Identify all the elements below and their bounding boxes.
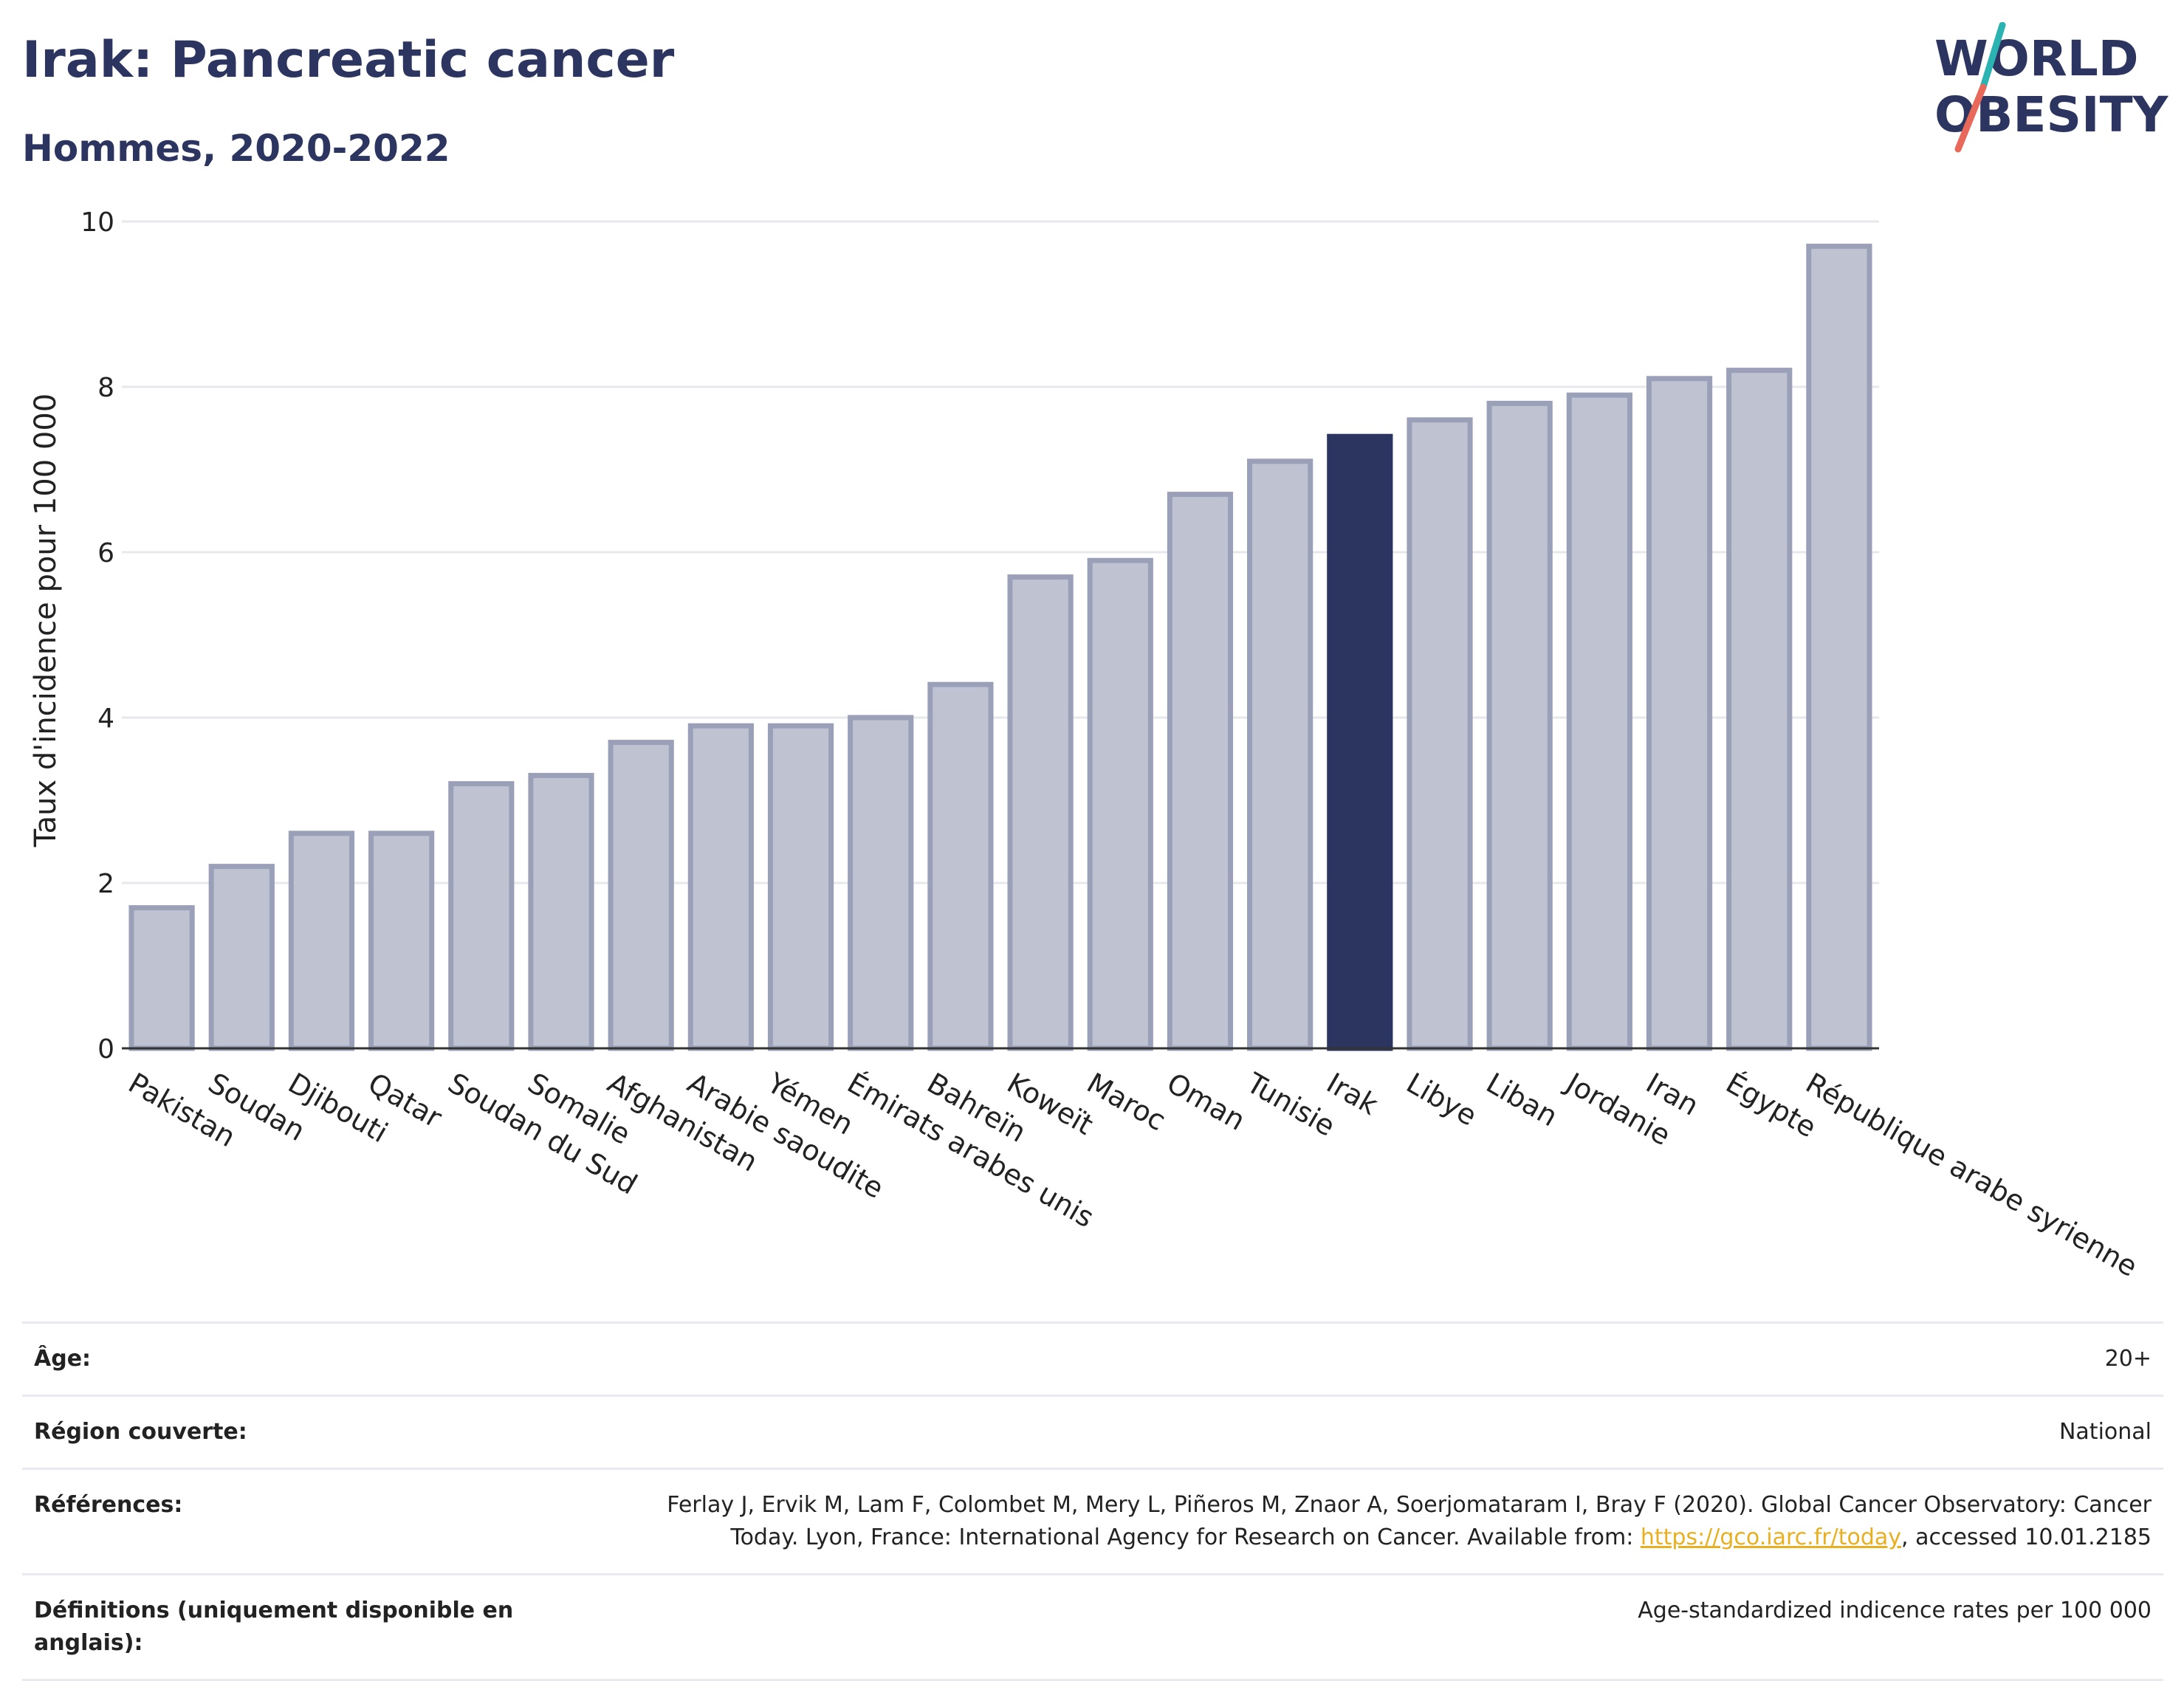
definitions-label: Définitions (uniquement disponible en an… [34,1598,514,1656]
age-label: Âge: [34,1346,92,1372]
info-table: Âge: 20+ Région couverte: National Référ… [22,1321,2163,1681]
info-row-age: Âge: 20+ [22,1321,2163,1395]
bar [848,715,914,1051]
region-value: National [2058,1419,2152,1445]
x-tick-label: Oman [1161,1067,1251,1137]
x-tick-label: Maroc [1082,1067,1172,1138]
bar [608,740,674,1051]
x-tick-label: Tunisie [1240,1066,1340,1143]
y-tick-label: 8 [97,373,114,403]
references-value: Ferlay J, Ervik M, Lam F, Colombet M, Me… [616,1489,2152,1554]
bar [1167,492,1234,1051]
x-tick-label: République arabe syrienne [1800,1067,2143,1283]
bar [1007,574,1074,1051]
bar [1247,458,1314,1051]
y-tick-labels: 0 2 4 6 8 10 [80,207,114,1065]
y-tick-label: 0 [97,1034,114,1065]
bar [1726,368,1793,1051]
y-tick-label: 6 [97,538,114,568]
bar-chart: 0 2 4 6 8 10 Taux d'incidence pour 100 000 Pa… [29,207,2143,1283]
bar [128,905,195,1051]
bar-highlight [1327,433,1393,1051]
age-value: 20+ [2104,1346,2152,1372]
references-link[interactable]: https://gco.iarc.fr/today [1640,1524,1902,1550]
logo-line1: WORLD [1934,30,2139,87]
chart-title: Irak: Pancreatic cancer [22,31,675,89]
bar [1806,244,1872,1051]
bar [1646,376,1713,1051]
bar [1087,557,1153,1051]
world-obesity-logo: WORLD OBESITY [1934,22,2169,153]
logo-slash-bottom [1954,83,1987,153]
y-axis-label: Taux d'incidence pour 100 000 [29,393,63,848]
logo-slash-top [1979,22,2006,91]
bars [128,244,1872,1051]
bar [767,723,834,1051]
chart-subtitle: Hommes, 2020-2022 [22,127,450,170]
y-tick-label: 2 [97,869,114,899]
bar [927,681,994,1051]
region-label: Région couverte: [34,1419,247,1445]
references-text-2: , accessed 10.01.2185 [1901,1524,2152,1550]
x-tick-label: Liban [1481,1067,1563,1133]
bar [208,864,275,1051]
bar [1407,417,1473,1051]
bar [687,723,754,1051]
x-tick-label: Égypte [1720,1067,1821,1144]
references-text-1: Ferlay J, Ervik M, Lam F, Colombet M, Me… [667,1492,2152,1550]
info-row-definitions: Définitions (uniquement disponible en an… [22,1573,2163,1681]
bar [368,831,435,1051]
bar [288,831,355,1051]
y-tick-label: 10 [80,207,114,238]
bar [528,772,594,1051]
info-row-references: Références: Ferlay J, Ervik M, Lam F, Co… [22,1468,2163,1573]
x-tick-label: Libye [1401,1067,1483,1132]
bar [1566,392,1632,1051]
bar [1486,400,1553,1051]
info-row-region: Région couverte: National [22,1395,2163,1468]
y-tick-label: 4 [97,704,114,734]
references-label: Références: [34,1492,183,1518]
definitions-value: Age-standardized indicence rates per 100… [1638,1598,2152,1623]
bar [448,781,515,1051]
